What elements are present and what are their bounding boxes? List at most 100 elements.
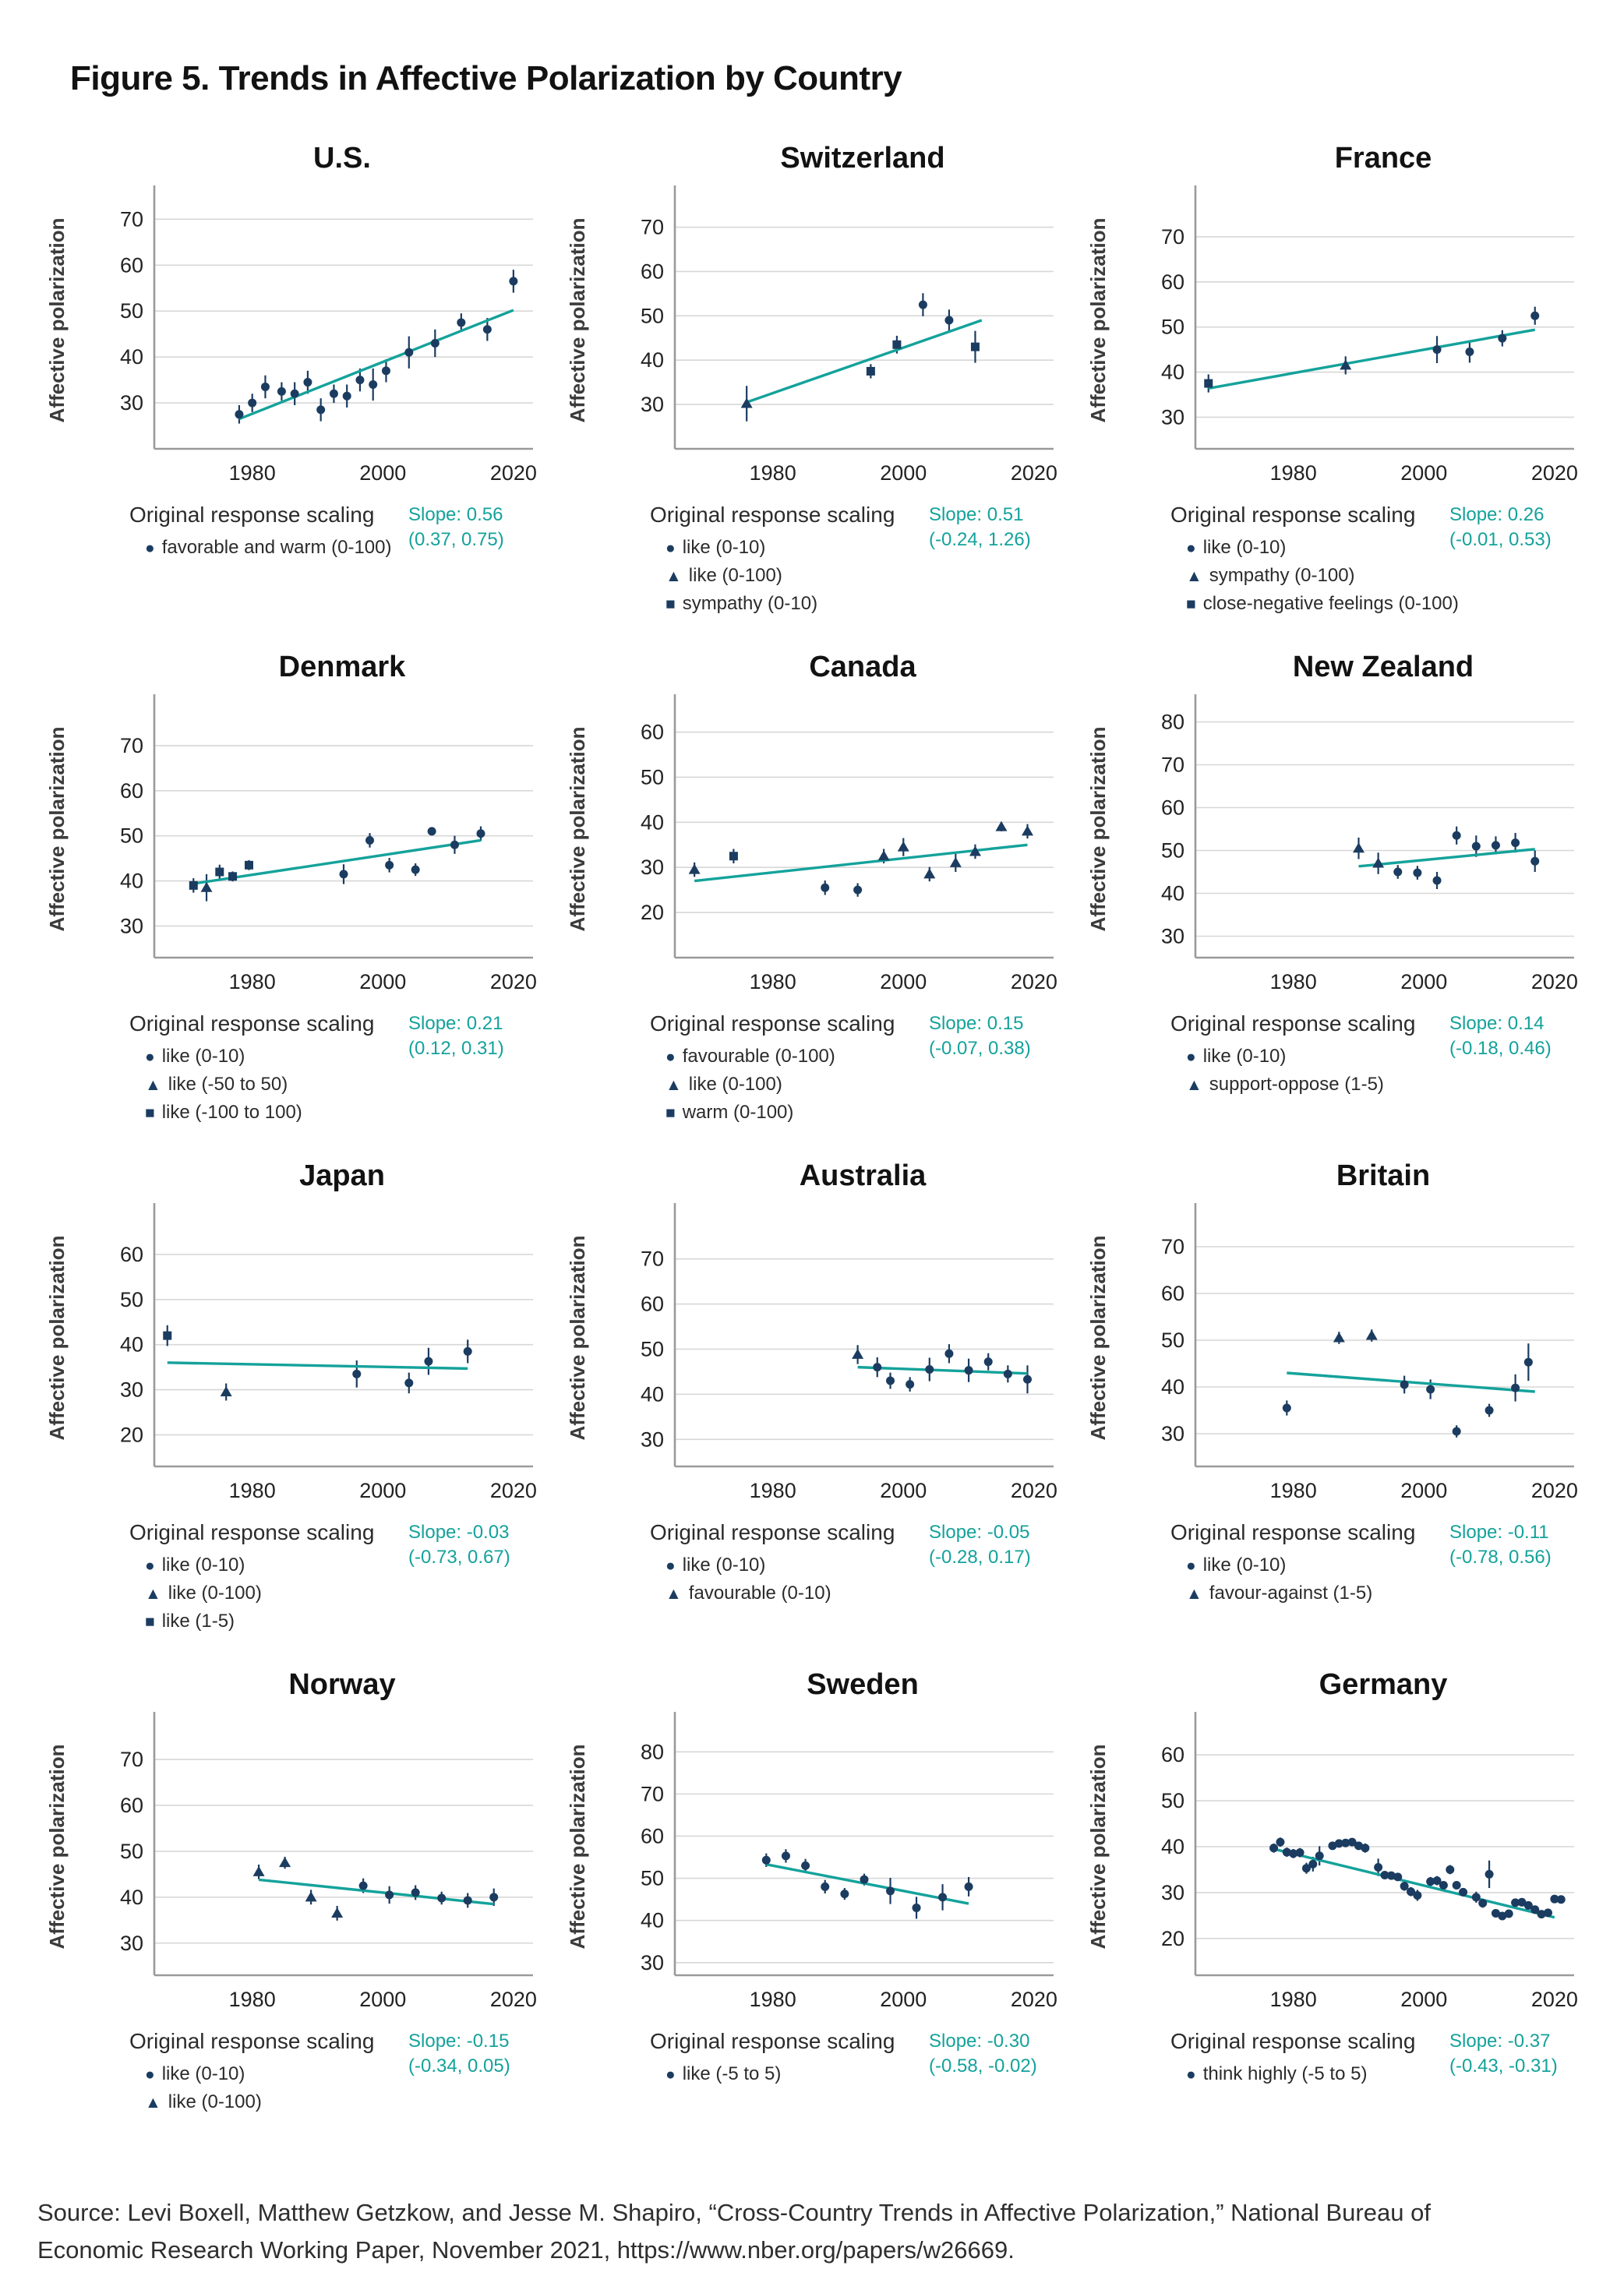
y-tick-label: 60 <box>641 1293 664 1316</box>
y-tick-label: 80 <box>1161 711 1184 734</box>
data-point <box>866 366 875 376</box>
data-point <box>1523 1357 1533 1367</box>
x-tick-label: 1980 <box>750 1479 796 1502</box>
data-point <box>1471 842 1481 851</box>
data-point <box>1380 1871 1389 1880</box>
legend-germany: Original response scaling ● think highly (… <box>1170 2029 1415 2091</box>
data-point <box>369 380 378 389</box>
y-tick-label: 30 <box>641 1951 664 1974</box>
legend-japan: Original response scaling ● like (0-10) ▲ li… <box>129 1520 374 1639</box>
panel-title-switzerland: Switzerland <box>780 142 945 175</box>
legend-item: ▲ sympathy (0-100) <box>1186 565 1355 586</box>
slope-text: Slope: 0.26 (-0.01, 0.53) <box>1449 503 1552 553</box>
x-tick-label: 1980 <box>229 461 276 485</box>
slope-value: Slope: -0.30 <box>929 2031 1030 2052</box>
y-tick-label: 40 <box>1161 882 1184 905</box>
legend-row-japan: Original response scaling ● like (0-10) ▲ li… <box>37 1520 545 1639</box>
x-tick-label: 1980 <box>750 1988 796 2011</box>
figure-title: Figure 5. Trends in Affective Polarizati… <box>70 59 902 97</box>
y-tick-label: 40 <box>120 1333 143 1357</box>
x-tick-label: 2020 <box>1011 1988 1057 2011</box>
y-tick-label: 50 <box>641 765 664 789</box>
data-point <box>1204 379 1213 388</box>
slope-ci: (-0.28, 0.17) <box>929 1547 1031 1569</box>
slope-value: Slope: -0.03 <box>408 1522 510 1543</box>
y-tick-label: 40 <box>1161 361 1184 384</box>
data-point <box>1556 1895 1566 1904</box>
y-tick-label: 70 <box>120 1748 143 1771</box>
data-point <box>489 1893 499 1902</box>
x-tick-label: 1980 <box>1270 1988 1317 2011</box>
panel-title-germany: Germany <box>1319 1668 1448 1701</box>
panel-title-canada: Canada <box>809 651 916 683</box>
data-point <box>1022 1374 1032 1384</box>
y-tick-label: 30 <box>1161 925 1184 948</box>
legend-item: ■ like (1-5) <box>145 1611 235 1632</box>
slope-value: Slope: 0.51 <box>929 504 1024 525</box>
data-point <box>411 1888 420 1897</box>
data-point <box>1491 841 1500 850</box>
slope-ci: (-0.58, -0.02) <box>929 2056 1037 2077</box>
square-marker-icon: ■ <box>145 1613 155 1631</box>
legend-item: ● like (0-10) <box>145 1046 245 1067</box>
y-axis-label: Affective polarization <box>45 1236 69 1441</box>
legend-france: Original response scaling ● like (0-10) ▲ sy… <box>1170 503 1459 621</box>
legend-item: ● like (0-10) <box>1186 1554 1287 1576</box>
data-point <box>1446 1865 1455 1874</box>
panel-new-zealand: New Zealand 30 40 50 60 70 80 1980 2000 2020 Affec… <box>1079 651 1587 1130</box>
square-marker-icon: ■ <box>665 1104 676 1122</box>
legend-item: ▲ favourable (0-10) <box>665 1583 831 1604</box>
data-point <box>1465 348 1474 357</box>
x-tick-label: 2000 <box>359 1479 406 1502</box>
legend-title: Original response scaling <box>129 503 375 527</box>
data-point <box>852 1348 864 1359</box>
y-tick-label: 40 <box>1161 1375 1184 1399</box>
panel-britain: Britain 30 40 50 60 70 1980 2000 2020 Affective p… <box>1079 1159 1587 1639</box>
legend-row-denmark: Original response scaling ● like (0-10) ▲ li… <box>37 1011 545 1130</box>
slope-text: Slope: -0.37 (-0.43, -0.31) <box>1449 2029 1558 2080</box>
circle-marker-icon: ● <box>1186 2066 1196 2084</box>
data-point <box>1485 1869 1494 1879</box>
data-point <box>1530 856 1540 866</box>
x-tick-label: 2020 <box>1011 461 1057 485</box>
data-point <box>457 318 466 327</box>
data-point <box>404 1378 414 1388</box>
data-point <box>1498 333 1507 343</box>
data-point <box>220 1385 232 1396</box>
data-point <box>1308 1859 1318 1868</box>
legend-item: ● like (0-10) <box>665 537 766 558</box>
data-point <box>1530 311 1540 320</box>
data-point <box>944 316 954 325</box>
data-point <box>1021 825 1033 836</box>
legend-title: Original response scaling <box>1170 503 1416 527</box>
data-point <box>995 820 1008 831</box>
trend-line <box>167 1361 468 1371</box>
chart-japan: 20 30 40 50 60 1980 2000 2020 Affective polariza… <box>45 1203 537 1502</box>
y-tick-label: 40 <box>641 1909 664 1932</box>
square-marker-icon: ■ <box>665 595 676 613</box>
legend-item: ▲ like (0-100) <box>665 1074 782 1095</box>
legend-item: ● like (0-10) <box>145 1554 245 1576</box>
y-tick-label: 70 <box>120 207 143 231</box>
data-point <box>964 1882 973 1891</box>
y-tick-label: 40 <box>641 810 664 834</box>
circle-marker-icon: ● <box>665 1557 676 1575</box>
x-tick-label: 2000 <box>880 1479 927 1502</box>
y-tick-label: 30 <box>120 1378 143 1402</box>
legend-item: ● think highly (-5 to 5) <box>1186 2063 1368 2084</box>
data-point <box>358 1881 368 1890</box>
panel-switzerland: Switzerland 30 40 50 60 70 1980 2000 2020 Affecti… <box>558 142 1066 621</box>
data-point <box>1413 868 1422 877</box>
data-point <box>1491 1908 1500 1918</box>
data-point <box>1276 1837 1285 1847</box>
data-point <box>840 1890 849 1899</box>
data-point <box>381 366 390 376</box>
legend-item: ■ like (-100 to 100) <box>145 1102 302 1123</box>
panel-title-norway: Norway <box>288 1668 396 1701</box>
y-axis-label: Affective polarization <box>1086 1236 1110 1441</box>
triangle-marker-icon: ▲ <box>1186 1076 1202 1094</box>
legend-canada: Original response scaling ● favourable (0-… <box>650 1011 895 1130</box>
data-point <box>1452 1881 1461 1890</box>
square-marker-icon: ■ <box>145 1104 155 1122</box>
x-tick-label: 1980 <box>750 461 796 485</box>
